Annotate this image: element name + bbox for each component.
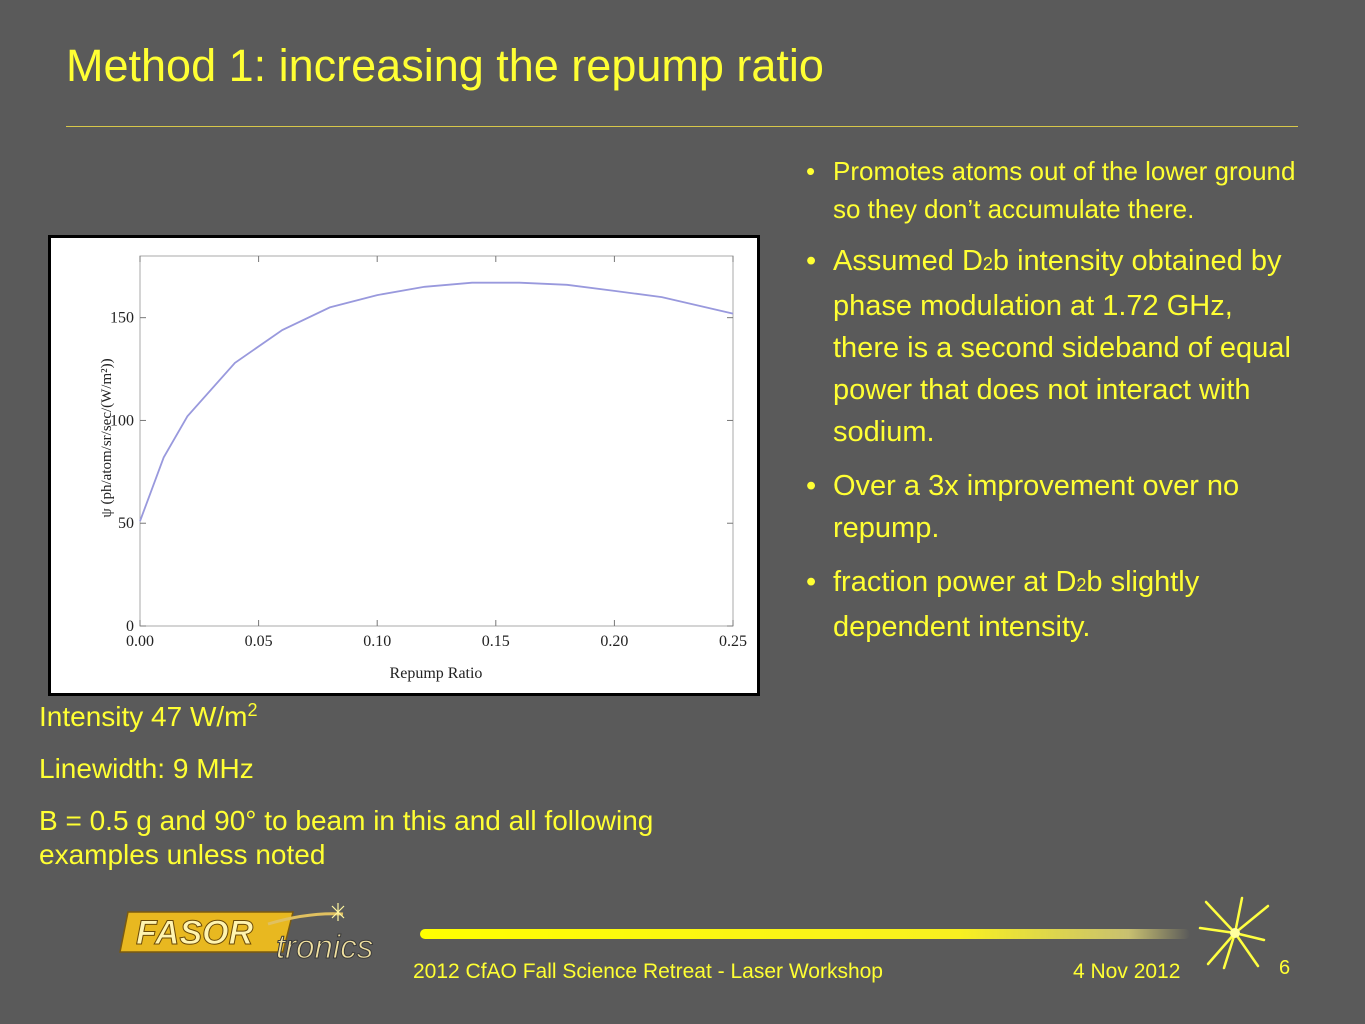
logo-sparkle-icon	[331, 903, 345, 921]
footer-laser-line	[420, 929, 1190, 939]
series-line	[139, 281, 734, 522]
footer-date: 4 Nov 2012	[1073, 960, 1181, 983]
y-axis-label: ψ (ph/atom/sr/sec/(W/m²))	[99, 358, 115, 517]
y-tick-label: 0	[126, 618, 134, 635]
bullet-text: b intensity obtained by phase modulation…	[833, 245, 1291, 448]
x-axis-label: Repump Ratio	[390, 665, 483, 682]
starburst-icon	[1198, 896, 1270, 970]
logo-badge	[119, 911, 294, 953]
field-note: B = 0.5 g and 90° to beam in this and al…	[39, 805, 654, 870]
chart-svg: 0.00 0.05 0.10 0.15 0.20 0.25 0 50 100 150 Repum…	[99, 255, 747, 682]
bullet-text: Assumed D	[833, 245, 983, 277]
y-axis-ticks: 0 50 100 150	[110, 310, 733, 635]
logo-text-fasor: FASOR	[136, 914, 254, 952]
title-divider	[66, 126, 1298, 127]
subscript: 2	[1076, 575, 1087, 595]
plot-notes: Intensity 47 W/m2 Linewidth: 9 MHz B = 0…	[39, 700, 759, 890]
bullet-marker: •	[806, 156, 816, 186]
bullet-text: Promotes atoms out of the lower ground s…	[833, 156, 1296, 224]
fasortronics-logo: FASOR tronics	[119, 903, 374, 966]
y-tick-label: 100	[110, 412, 134, 429]
bullet-text: Over a 3x improvement over no repump.	[833, 470, 1240, 544]
bullet-item: • fraction power at D2b slightly dependen…	[806, 561, 1306, 648]
bullet-item: • Over a 3x improvement over no repump.	[806, 465, 1306, 549]
repump-ratio-chart: 0.00 0.05 0.10 0.15 0.20 0.25 0 50 100 150 Repum…	[48, 235, 760, 696]
bullet-text: b slightly dependent intensity.	[833, 566, 1200, 643]
x-axis-ticks: 0.00 0.05 0.10 0.15 0.20 0.25	[126, 256, 747, 650]
page-number: 6	[1279, 957, 1291, 979]
bullet-marker: •	[806, 566, 817, 598]
intensity-superscript: 2	[247, 700, 258, 720]
y-tick-label: 150	[110, 310, 134, 327]
intensity-text: Intensity 47 W/m	[39, 701, 248, 732]
x-tick-label: 0.10	[363, 633, 391, 650]
intensity-note: Intensity 47 W/m2	[39, 700, 759, 734]
bullet-item: • Promotes atoms out of the lower ground …	[806, 152, 1306, 228]
subscript: 2	[982, 254, 993, 274]
plot-frame	[139, 255, 734, 627]
bullet-marker: •	[806, 470, 817, 502]
x-tick-label: 0.05	[245, 633, 273, 650]
x-tick-label: 0.15	[482, 633, 510, 650]
footer-event-title: 2012 CfAO Fall Science Retreat - Laser W…	[413, 960, 883, 983]
bullet-marker: •	[806, 245, 817, 277]
slide-title: Method 1: increasing the repump ratio	[66, 40, 824, 91]
bullet-list: • Promotes atoms out of the lower ground …	[806, 152, 1306, 660]
linewidth-note: Linewidth: 9 MHz	[39, 753, 254, 784]
x-tick-label: 0.20	[600, 633, 628, 650]
x-tick-label: 0.00	[126, 633, 154, 650]
bullet-item: • Assumed D2b intensity obtained by phase…	[806, 240, 1306, 453]
logo-text-tronics: tronics	[276, 928, 373, 965]
x-tick-label: 0.25	[719, 633, 747, 650]
bullet-text: fraction power at D	[833, 566, 1077, 598]
y-tick-label: 50	[118, 515, 134, 532]
